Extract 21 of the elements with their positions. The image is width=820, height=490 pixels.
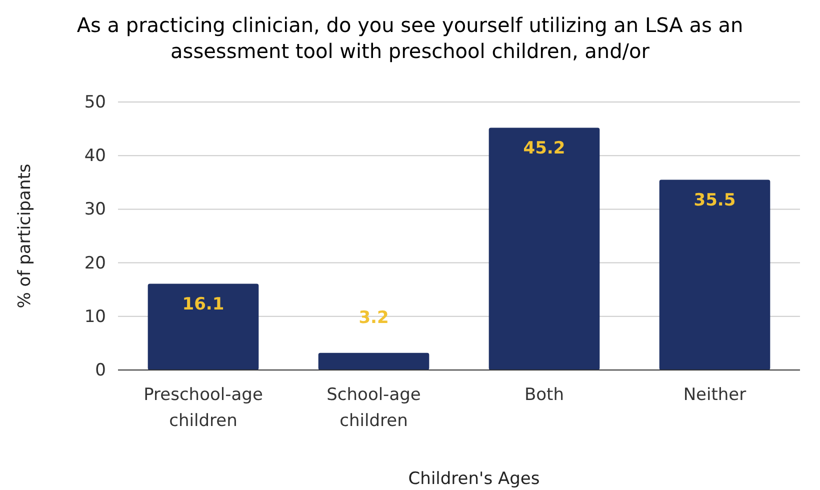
y-axis-title: % of participants [15, 164, 35, 308]
chart-title: As a practicing clinician, do you see yourself utilizing an LSA as an assessment tool with preschool children, and/or [76, 13, 744, 63]
bar [318, 352, 430, 370]
bar [148, 284, 259, 370]
y-tick-label: 30 [84, 200, 106, 220]
data-label: 35.5 [694, 190, 736, 211]
bar [659, 180, 770, 370]
y-tick-label: 20 [84, 253, 106, 274]
y-tick-label: 10 [84, 306, 106, 327]
x-tick-label: Preschool-age children [144, 385, 263, 431]
x-tick-label: Neither [683, 385, 746, 405]
x-axis-title: Children's Ages [408, 469, 540, 489]
y-tick-label: 40 [84, 146, 106, 166]
y-tick-label: 50 [84, 92, 106, 112]
bar [488, 128, 600, 370]
data-label: 3.2 [358, 308, 389, 328]
y-tick-label: 0 [95, 360, 106, 380]
x-tick-label: School-age children [326, 385, 421, 431]
data-label: 45.2 [523, 138, 566, 159]
data-label: 16.1 [182, 294, 224, 315]
x-tick-label: Both [524, 385, 564, 405]
